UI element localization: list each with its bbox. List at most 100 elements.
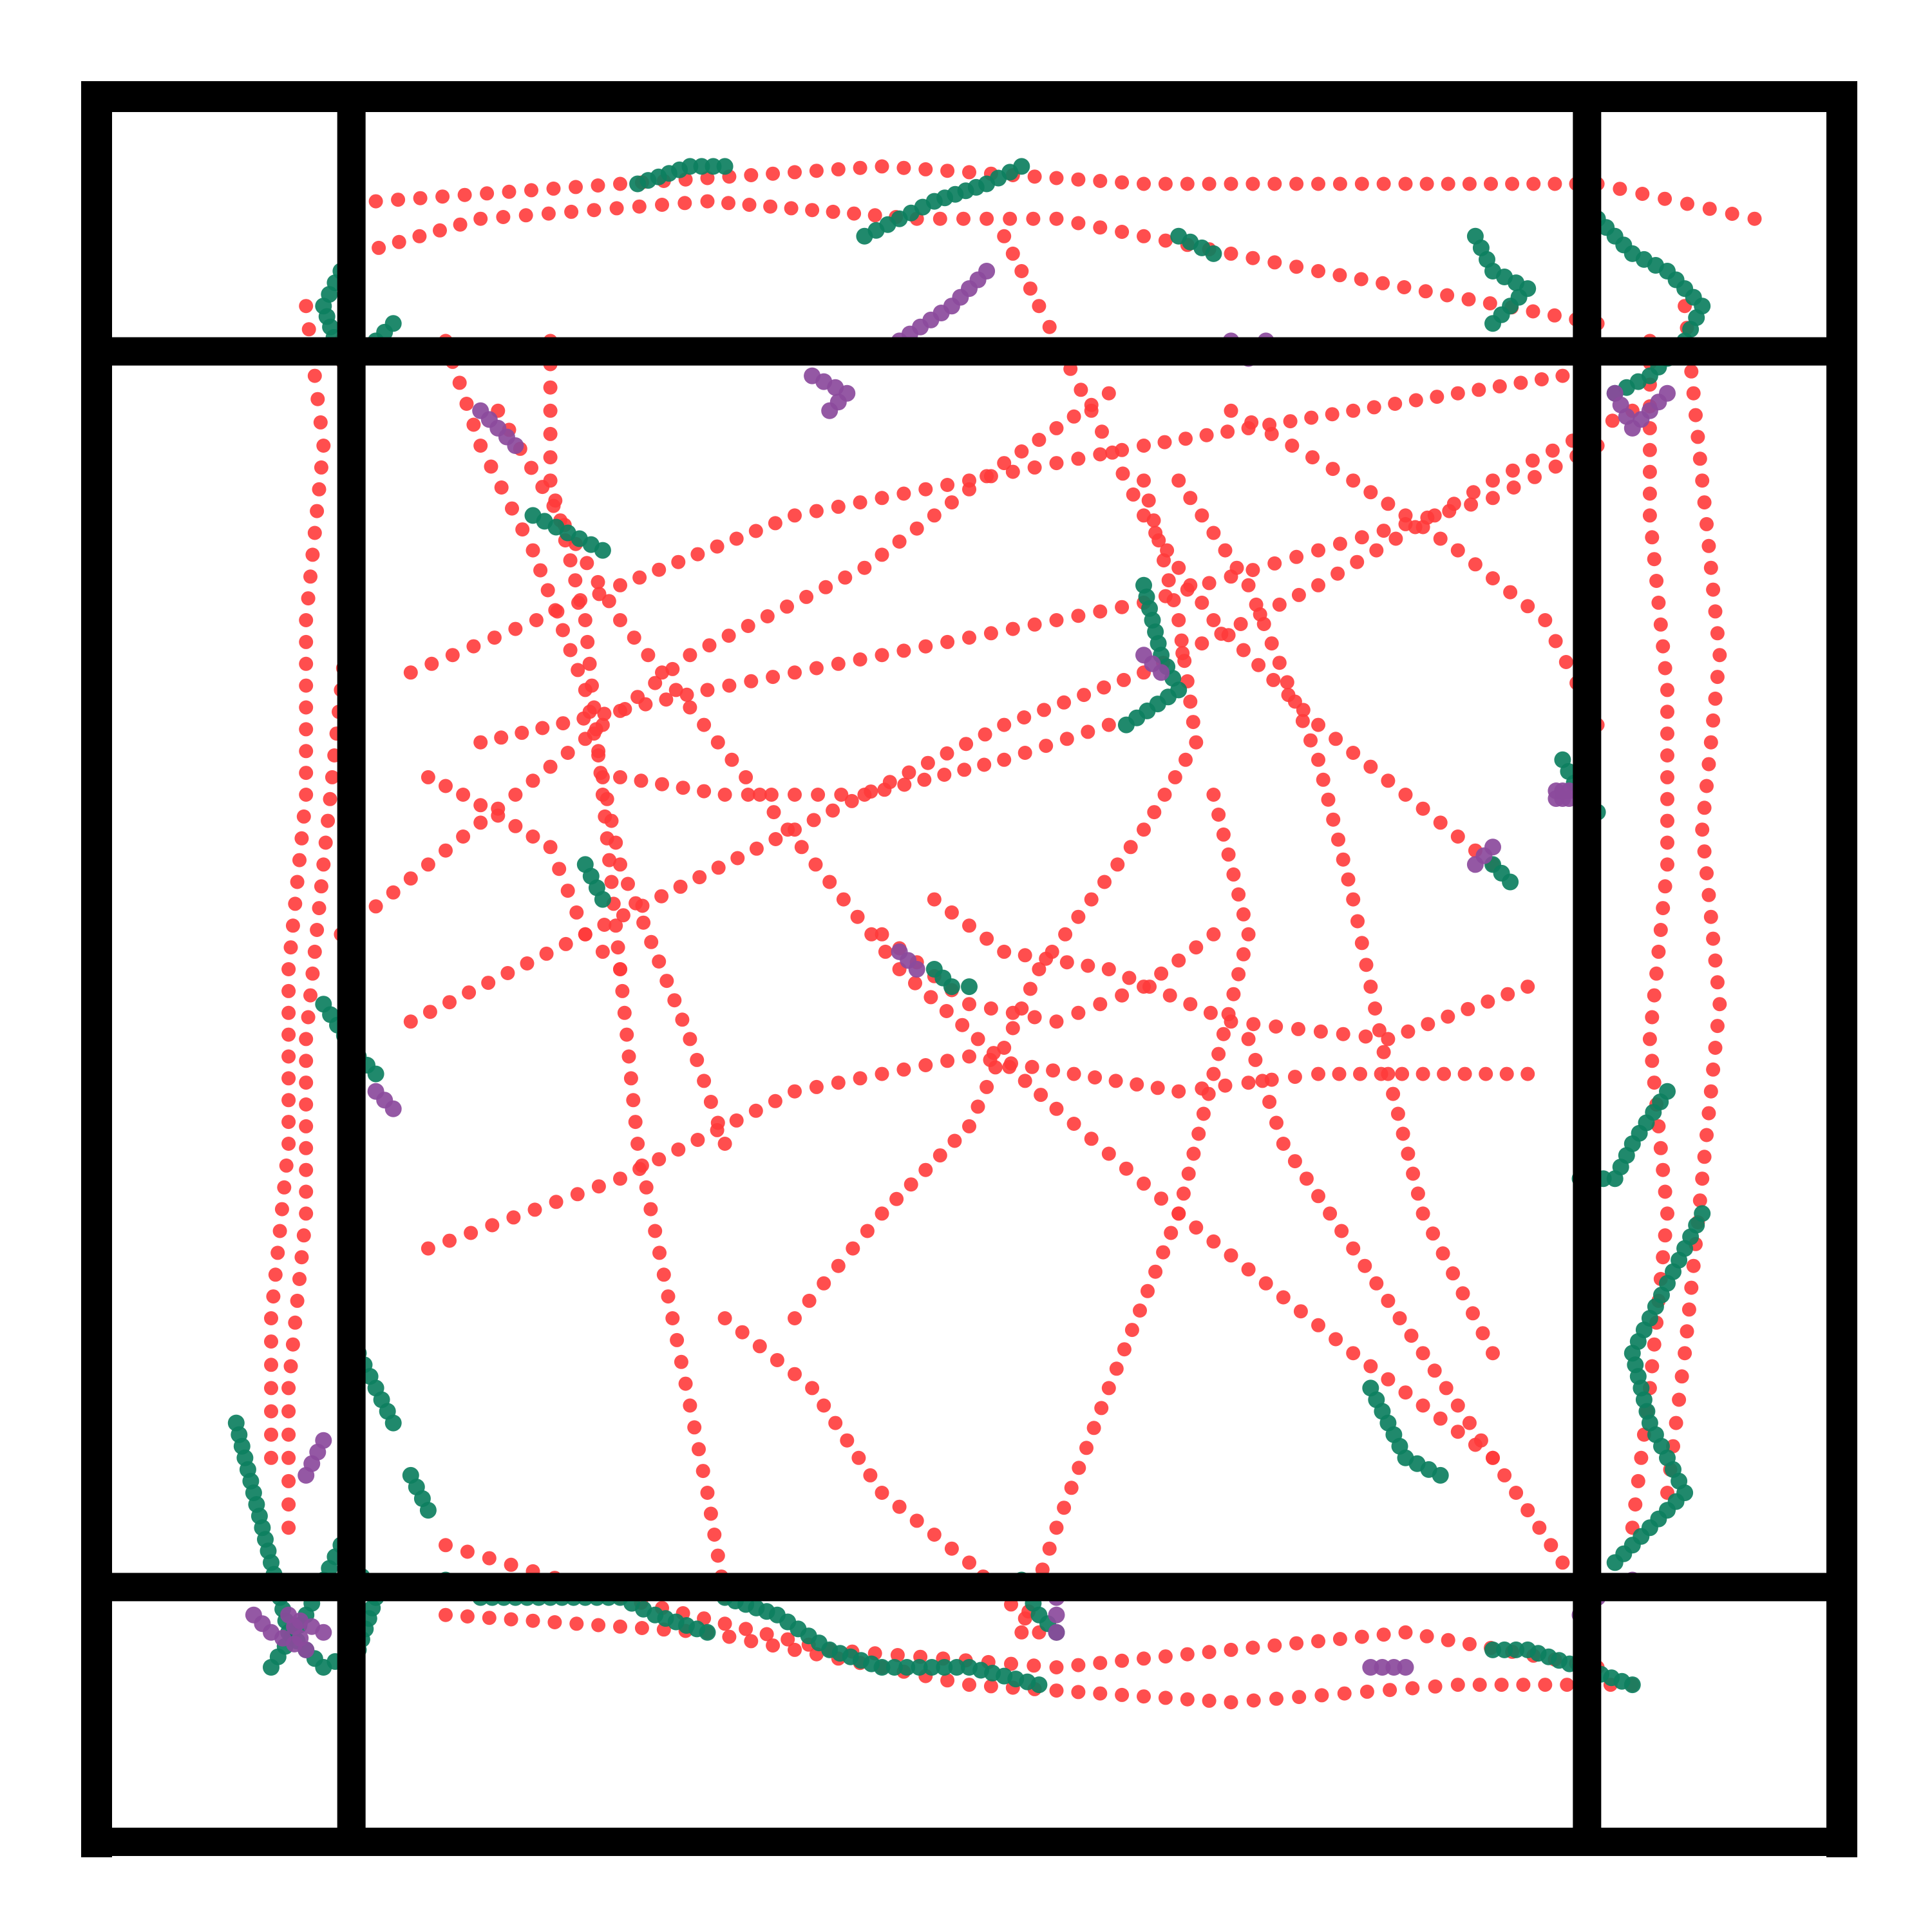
- data-point: [1269, 1691, 1283, 1706]
- data-point: [611, 940, 625, 955]
- data-point: [1475, 1326, 1490, 1341]
- data-point: [1179, 752, 1193, 767]
- data-point: [857, 788, 872, 802]
- data-point: [997, 1041, 1012, 1055]
- data-point: [1376, 1045, 1391, 1059]
- data-point: [1628, 1497, 1643, 1512]
- data-point: [1030, 1676, 1048, 1694]
- data-point: [652, 1152, 667, 1167]
- data-point: [1528, 469, 1542, 484]
- data-point: [1426, 1226, 1441, 1241]
- data-point: [1046, 1063, 1061, 1078]
- data-point: [1313, 1024, 1328, 1039]
- data-point: [1660, 705, 1674, 719]
- data-point: [1674, 1369, 1689, 1384]
- data-point: [580, 556, 594, 571]
- data-point: [766, 805, 781, 820]
- data-point: [1669, 1416, 1683, 1430]
- data-point: [948, 1659, 965, 1676]
- data-point: [1624, 1676, 1641, 1694]
- data-point: [1697, 800, 1712, 815]
- data-point: [1710, 670, 1725, 685]
- data-point: [301, 322, 316, 337]
- data-point: [1071, 1005, 1086, 1020]
- data-point: [940, 1673, 955, 1688]
- data-point: [1183, 997, 1198, 1012]
- data-point: [978, 727, 992, 742]
- data-point: [1256, 617, 1271, 631]
- data-point: [741, 619, 755, 633]
- data-point: [853, 495, 867, 510]
- data-point: [1160, 543, 1175, 558]
- data-point: [962, 1678, 976, 1692]
- data-point: [435, 189, 450, 204]
- data-point: [770, 1353, 784, 1367]
- data-point: [822, 875, 837, 889]
- data-point: [1141, 493, 1156, 508]
- data-point: [1231, 967, 1246, 981]
- data-point: [372, 240, 386, 255]
- data-point: [1241, 1075, 1256, 1090]
- data-point: [1395, 1066, 1410, 1081]
- data-point: [840, 1433, 855, 1448]
- data-point: [1224, 246, 1238, 261]
- data-point: [1156, 1245, 1171, 1260]
- data-point: [613, 962, 627, 976]
- data-point: [744, 168, 759, 182]
- data-point: [710, 1115, 725, 1130]
- data-point: [1299, 1171, 1314, 1186]
- data-point: [1492, 379, 1507, 393]
- data-point: [1241, 927, 1256, 942]
- data-point: [983, 1679, 998, 1694]
- data-point: [1703, 909, 1718, 924]
- data-point: [659, 692, 674, 707]
- data-point: [299, 788, 314, 802]
- data-point: [831, 162, 846, 176]
- data-point: [1660, 726, 1674, 741]
- data-point: [1408, 393, 1423, 408]
- data-point: [956, 211, 971, 226]
- data-point: [535, 721, 550, 735]
- data-point: [918, 1058, 933, 1072]
- data-point: [681, 158, 699, 175]
- data-point: [1110, 857, 1125, 872]
- data-point: [1072, 1461, 1086, 1475]
- data-point: [520, 956, 535, 971]
- data-point: [923, 990, 938, 1005]
- data-point: [1203, 1005, 1218, 1020]
- data-point: [1358, 1258, 1372, 1273]
- data-point: [809, 1079, 824, 1094]
- data-point: [1396, 1126, 1410, 1141]
- data-point: [671, 554, 686, 569]
- data-point: [780, 599, 794, 614]
- data-point: [1658, 1228, 1672, 1243]
- data-point: [1486, 571, 1500, 585]
- series-0: [264, 159, 1762, 1710]
- data-point: [310, 392, 325, 406]
- data-point: [1416, 1206, 1430, 1221]
- data-point: [1660, 835, 1674, 850]
- data-point: [1292, 1690, 1307, 1705]
- data-point: [1479, 1066, 1493, 1081]
- data-point: [654, 889, 669, 904]
- data-point: [613, 857, 627, 872]
- data-point: [697, 717, 712, 732]
- data-point: [445, 648, 460, 663]
- data-point: [707, 1528, 722, 1542]
- data-point: [799, 589, 814, 604]
- data-point: [1501, 987, 1515, 1001]
- data-point: [1123, 840, 1138, 855]
- data-point: [634, 1621, 649, 1635]
- data-point: [1695, 822, 1710, 837]
- data-point: [1660, 813, 1674, 828]
- data-point: [1017, 710, 1032, 724]
- data-point: [655, 198, 669, 212]
- data-point: [491, 808, 506, 823]
- data-point: [749, 841, 764, 856]
- data-point: [1032, 433, 1046, 447]
- data-point: [752, 788, 767, 802]
- data-point: [288, 1315, 303, 1330]
- data-point: [264, 1427, 278, 1442]
- data-point: [768, 516, 782, 531]
- data-point: [828, 1416, 843, 1430]
